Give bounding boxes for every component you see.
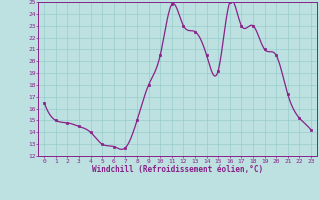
X-axis label: Windchill (Refroidissement éolien,°C): Windchill (Refroidissement éolien,°C) [92, 165, 263, 174]
